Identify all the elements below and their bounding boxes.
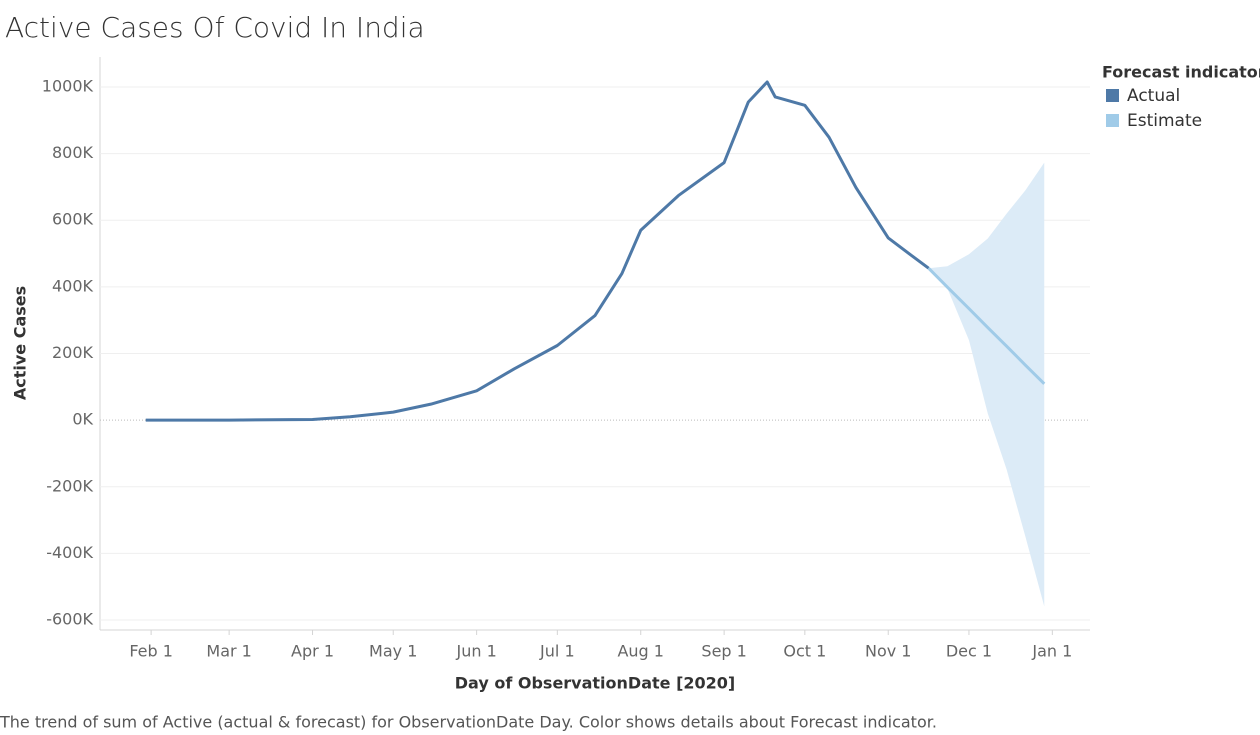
legend-label: Actual [1127,86,1180,106]
x-tick-label: Aug 1 [617,642,664,661]
y-axis-title: Active Cases [11,286,30,400]
y-tick-label: 1000K [42,76,94,95]
y-tick-label: -200K [46,476,93,495]
legend-swatch [1106,89,1119,102]
x-tick-label: Jun 1 [455,642,496,661]
x-axis-title: Day of ObservationDate [2020] [455,674,735,693]
x-tick-label: Feb 1 [129,642,173,661]
x-tick-label: Dec 1 [946,642,992,661]
forecast-band [928,162,1045,607]
y-tick-label: 400K [52,276,94,295]
x-tick-label: Apr 1 [291,642,334,661]
series-line [927,267,1046,385]
y-tick-label: 200K [52,343,94,362]
y-tick-label: 600K [52,210,94,229]
chart-title: Active Cases Of Covid In India [5,11,425,44]
y-tick-label: -600K [46,610,93,629]
y-tick-label: 800K [52,143,94,162]
series-line [145,80,930,422]
x-tick-label: Sep 1 [701,642,746,661]
legend-label: Estimate [1127,111,1202,131]
legend-swatch [1106,114,1119,127]
x-tick-label: Jan 1 [1031,642,1072,661]
legend-title: Forecast indicator [1102,63,1260,82]
caption: The trend of sum of Active (actual & for… [0,713,937,732]
x-tick-label: Mar 1 [206,642,251,661]
x-tick-label: May 1 [369,642,417,661]
y-tick-label: -400K [46,543,93,562]
y-tick-label: 0K [72,410,93,429]
x-tick-label: Nov 1 [865,642,912,661]
x-tick-label: Oct 1 [783,642,826,661]
x-tick-label: Jul 1 [539,642,575,661]
